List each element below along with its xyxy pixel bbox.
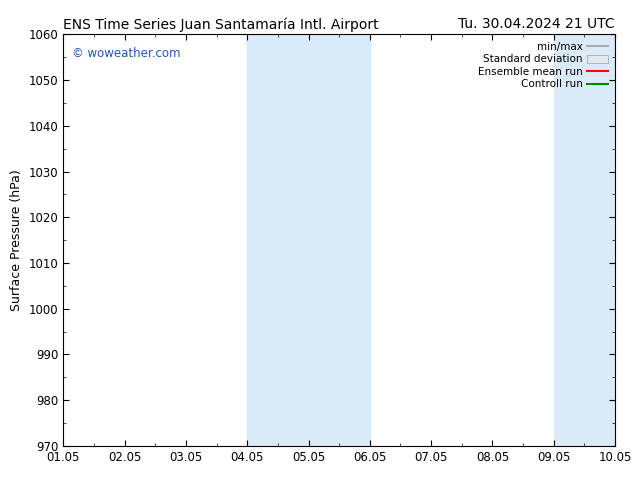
Y-axis label: Surface Pressure (hPa): Surface Pressure (hPa) bbox=[10, 169, 23, 311]
Text: ENS Time Series Juan Santamaría Intl. Airport: ENS Time Series Juan Santamaría Intl. Ai… bbox=[63, 17, 379, 32]
Text: Tu. 30.04.2024 21 UTC: Tu. 30.04.2024 21 UTC bbox=[458, 17, 615, 31]
Text: © woweather.com: © woweather.com bbox=[72, 47, 180, 60]
Legend: min/max, Standard deviation, Ensemble mean run, Controll run: min/max, Standard deviation, Ensemble me… bbox=[476, 40, 610, 92]
Bar bbox=[553, 34, 615, 446]
Bar bbox=[247, 34, 370, 446]
